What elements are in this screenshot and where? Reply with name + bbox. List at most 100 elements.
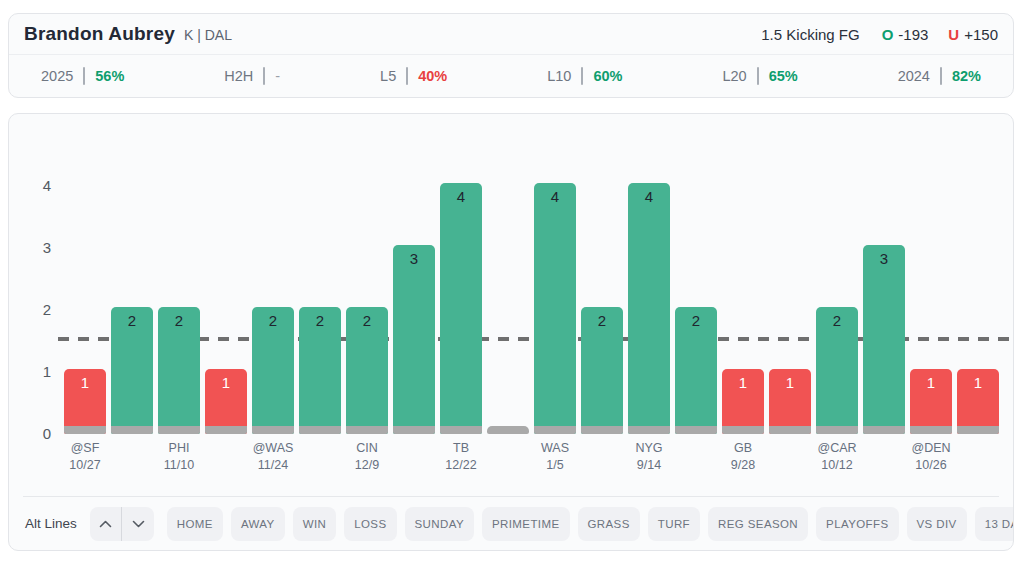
stat-divider	[581, 67, 583, 85]
y-axis-label: 0	[21, 425, 51, 442]
chart-bar[interactable]: 2	[581, 307, 623, 434]
chart-bar[interactable]: 2	[346, 307, 388, 434]
x-axis-label	[581, 440, 623, 474]
x-axis-label: NYG9/14	[628, 440, 670, 474]
chart-bar[interactable]: 1	[722, 369, 764, 434]
chevron-up-icon	[99, 520, 112, 528]
chart-bar[interactable]: 2	[111, 307, 153, 434]
chart-bar[interactable]: 2	[158, 307, 200, 434]
bar-value-label: 1	[205, 374, 247, 391]
stat-divider	[406, 67, 408, 85]
chart-bar[interactable]: 4	[534, 183, 576, 434]
x-axis-label	[111, 440, 153, 474]
under-odds: U +150	[948, 26, 998, 43]
bar-baseline	[675, 426, 717, 434]
filter-button[interactable]: VS DIV	[907, 507, 967, 541]
filter-button[interactable]: LOSS	[344, 507, 396, 541]
bar-baseline	[393, 426, 435, 434]
chart-bar[interactable]: 2	[299, 307, 341, 434]
player-name: Brandon Aubrey	[24, 23, 175, 45]
bar-value-label: 3	[393, 250, 435, 267]
stat-divider	[940, 67, 942, 85]
hit-rate-stats-row: 202556%H2H-L540%L1060%L2065%202482%	[9, 55, 1013, 97]
x-axis-label	[205, 440, 247, 474]
bar-value-label: 2	[581, 312, 623, 329]
x-axis-label: @WAS11/24	[252, 440, 294, 474]
prop-line-label: 1.5 Kicking FG	[761, 26, 859, 43]
stat-label: 2025	[41, 68, 73, 84]
bar-value-label: 4	[628, 188, 670, 205]
chart-bar[interactable]: 1	[769, 369, 811, 434]
bar-value-label: 4	[534, 188, 576, 205]
y-axis-label: 4	[21, 177, 51, 194]
filter-button[interactable]: 13 DAYS REST	[975, 507, 1013, 541]
chart-bar[interactable]: 3	[393, 245, 435, 434]
x-axis-label	[393, 440, 435, 474]
x-axis-label: @CAR10/12	[816, 440, 858, 474]
alt-line-down-button[interactable]	[122, 507, 154, 541]
filter-button[interactable]: PRIMETIME	[482, 507, 570, 541]
filter-button[interactable]: TURF	[648, 507, 700, 541]
bar-baseline	[722, 426, 764, 434]
chart-plot-area: 1221222344242112311	[64, 154, 1001, 434]
bar-baseline	[957, 426, 999, 434]
chart-bar[interactable]: 2	[252, 307, 294, 434]
bar-value-label: 1	[910, 374, 952, 391]
stat-item: L540%	[380, 67, 447, 85]
x-axis-label: PHI11/10	[158, 440, 200, 474]
chart-card: 01234 1221222344242112311 @SF10/27PHI11/…	[8, 113, 1014, 551]
chart-bar[interactable]: 1	[910, 369, 952, 434]
x-axis-label: GB9/28	[722, 440, 764, 474]
filter-button[interactable]: PLAYOFFS	[816, 507, 898, 541]
bar-value-label: 3	[863, 250, 905, 267]
chart-bar[interactable]: 4	[628, 183, 670, 434]
bar-baseline	[910, 426, 952, 434]
x-axis-label	[863, 440, 905, 474]
bar-baseline	[111, 426, 153, 434]
filter-buttons: HOMEAWAYWINLOSS SUNDAYPRIMETIMEGRASSTURFR…	[167, 507, 1013, 541]
bar-value-label: 2	[299, 312, 341, 329]
bar-baseline	[581, 426, 623, 434]
chart-bar[interactable]: 3	[863, 245, 905, 434]
stat-value: 82%	[952, 68, 981, 84]
bar-value-label: 2	[158, 312, 200, 329]
stat-label: H2H	[224, 68, 253, 84]
player-title-row: Brandon Aubrey K | DAL 1.5 Kicking FG O …	[9, 14, 1013, 55]
y-axis-label: 2	[21, 301, 51, 318]
x-axis-label: WAS1/5	[534, 440, 576, 474]
bar-baseline	[534, 426, 576, 434]
bar-baseline	[205, 426, 247, 434]
stat-value: 56%	[95, 68, 124, 84]
chart-bar[interactable]	[487, 426, 529, 434]
chart-bar[interactable]: 1	[64, 369, 106, 434]
stat-label: 2024	[898, 68, 930, 84]
chart-bar[interactable]: 1	[957, 369, 999, 434]
bar-value-label: 2	[252, 312, 294, 329]
bar-baseline	[346, 426, 388, 434]
x-axis-label	[487, 440, 529, 474]
alt-line-up-button[interactable]	[90, 507, 122, 541]
x-axis-label	[957, 440, 999, 474]
chart-bar[interactable]: 2	[675, 307, 717, 434]
chart-bars: 1221222344242112311	[64, 154, 1001, 434]
bar-value-label: 2	[675, 312, 717, 329]
x-axis-label	[675, 440, 717, 474]
filter-button[interactable]: AWAY	[231, 507, 285, 541]
y-axis-label: 3	[21, 239, 51, 256]
chart-bar[interactable]: 1	[205, 369, 247, 434]
chart-bar[interactable]: 2	[816, 307, 858, 434]
stat-value: 65%	[769, 68, 798, 84]
filter-button[interactable]: SUNDAY	[405, 507, 474, 541]
bar-baseline	[628, 426, 670, 434]
bar-baseline	[64, 426, 106, 434]
x-axis-label	[769, 440, 811, 474]
filter-button[interactable]: HOME	[167, 507, 223, 541]
stat-divider	[83, 67, 85, 85]
filter-button[interactable]: GRASS	[578, 507, 640, 541]
filter-row: Alt Lines HOMEAWAYWINLOSSSUNDAYPRIMETIME…	[9, 497, 1013, 550]
filter-button[interactable]: REG SEASON	[708, 507, 808, 541]
chart-bar[interactable]: 4	[440, 183, 482, 434]
bar-value-label: 2	[111, 312, 153, 329]
filter-button[interactable]: WIN	[293, 507, 337, 541]
stat-item: L1060%	[547, 67, 622, 85]
